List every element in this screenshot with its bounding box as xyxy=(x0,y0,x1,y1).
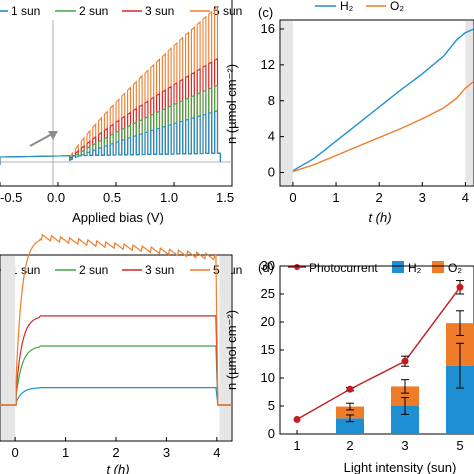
a-legend-5sun: 5 sun xyxy=(213,4,242,18)
c-dark-region xyxy=(465,21,473,185)
c-xtick-label: 1 xyxy=(332,190,339,205)
d-photocurrent-point xyxy=(401,357,409,365)
a-legend-3sun: 3 sun xyxy=(145,4,174,18)
c-xtick-label: 4 xyxy=(462,190,469,205)
d-photocurrent-path xyxy=(296,286,461,421)
a-xtick-label: 1.0 xyxy=(160,190,178,205)
b-xtick-label: 4 xyxy=(213,445,220,460)
b-legend-3sun: 3 sun xyxy=(145,263,174,277)
d-ytick-label: 25 xyxy=(261,286,275,301)
c-xlabel: t (h) xyxy=(368,210,391,225)
panel-b: 1 sun 2 sun 3 sun 5 sun 0 1 2 3 4 t (h) xyxy=(0,233,242,474)
d-photocurrent-point xyxy=(293,415,301,423)
b-legend-2sun: 2 sun xyxy=(79,263,108,277)
b-xtick-label: 1 xyxy=(62,445,69,460)
b-series-line-3sun xyxy=(0,315,232,406)
a-series xyxy=(0,5,221,165)
d-photocurrent-point xyxy=(456,283,464,291)
c-axes-frame xyxy=(279,19,474,187)
c-ytick-label: 12 xyxy=(261,57,275,72)
b-series-line-1sun xyxy=(0,387,232,406)
c-xtick-label: 2 xyxy=(376,190,383,205)
a-series-line-1sun xyxy=(0,110,221,165)
d-photocurrent-line xyxy=(293,280,464,423)
d-xtick-label: 5 xyxy=(456,438,463,453)
c-shading xyxy=(281,21,473,185)
a-arrow-shaft xyxy=(29,133,53,147)
b-ticks: 0 1 2 3 4 xyxy=(12,437,220,460)
b-series xyxy=(0,233,232,406)
d-photocurrent-point xyxy=(346,385,354,393)
b-xtick-label: 0 xyxy=(12,445,19,460)
a-xlabel: Applied bias (V) xyxy=(72,210,164,225)
c-legend-o2: O₂ xyxy=(390,0,404,13)
c-ytick-label: 16 xyxy=(261,21,275,36)
d-bars xyxy=(336,310,474,434)
d-panel-label: (d) xyxy=(258,260,274,275)
c-ylabel: n (µmol cm⁻²) xyxy=(224,64,239,144)
d-bar-o2 xyxy=(336,406,364,419)
a-ticks xyxy=(0,182,233,186)
d-legend-swatch-o2 xyxy=(432,261,444,273)
d-ytick-label: 20 xyxy=(261,314,275,329)
b-xlabel: t (h) xyxy=(106,462,129,474)
panel-a: -0.5 0.0 0.5 1.0 1.5 Applied bias (V) 1 … xyxy=(0,0,242,225)
c-xtick-label: 3 xyxy=(419,190,426,205)
c-xtick-label: 0 xyxy=(289,190,296,205)
b-legend-1sun: 1 sun xyxy=(11,263,40,277)
d-axes-frame xyxy=(279,265,474,435)
d-xlabel: Light intensity (sun) xyxy=(344,460,457,474)
b-legend: 1 sun 2 sun 3 sun 5 sun xyxy=(0,263,242,277)
b-series-line-2sun xyxy=(0,345,232,406)
d-xtick-label: 1 xyxy=(293,438,300,453)
b-shading xyxy=(1,256,231,440)
c-legend-h2: H₂ xyxy=(340,0,354,13)
d-xtick-label: 2 xyxy=(346,438,353,453)
c-series xyxy=(292,28,474,173)
c-legend: H₂ O₂ xyxy=(315,0,404,13)
a-xtick-label: 0.5 xyxy=(103,190,121,205)
c-ytick-label: 0 xyxy=(268,165,275,180)
b-xtick-label: 3 xyxy=(163,445,170,460)
d-legend: Photocurrent H₂ O₂ xyxy=(288,261,462,275)
d-bar-o2 xyxy=(391,386,419,406)
d-ytick-label: 10 xyxy=(261,370,275,385)
d-legend-o2: O₂ xyxy=(448,261,462,275)
d-xtick-label: 3 xyxy=(401,438,408,453)
b-dark-region xyxy=(219,256,231,440)
a-arrow xyxy=(29,131,58,147)
a-arrow-head xyxy=(48,131,58,140)
d-ytick-label: 30 xyxy=(261,258,275,273)
a-legend-1sun: 1 sun xyxy=(11,4,40,18)
a-legend: 1 sun 2 sun 3 sun 5 sun xyxy=(0,4,242,18)
a-series-line-2sun xyxy=(0,84,221,165)
c-series-line-o2 xyxy=(292,80,474,173)
c-dark-region xyxy=(281,21,293,185)
a-xtick-label: 1.5 xyxy=(216,190,234,205)
b-series-line-5sun xyxy=(0,233,232,406)
c-series-line-h2 xyxy=(292,28,474,172)
b-dark-region xyxy=(1,256,16,440)
d-ylabel: n (µmol cm⁻²) xyxy=(224,310,239,390)
c-ytick-label: 8 xyxy=(268,93,275,108)
d-legend-h2: H₂ xyxy=(408,261,422,275)
d-legend-photocurrent: Photocurrent xyxy=(309,261,378,275)
a-legend-2sun: 2 sun xyxy=(79,4,108,18)
d-ytick-label: 0 xyxy=(268,426,275,441)
a-xtick-label: 0.0 xyxy=(47,190,65,205)
d-ytick-label: 15 xyxy=(261,342,275,357)
d-bar-h2 xyxy=(336,418,364,434)
c-panel-label: (c) xyxy=(258,5,273,20)
b-xtick-label: 2 xyxy=(112,445,119,460)
d-legend-swatch-photocurrent-dot xyxy=(294,264,300,270)
c-ytick-label: 4 xyxy=(268,129,275,144)
a-xtick-label: -0.5 xyxy=(0,190,22,205)
d-legend-swatch-h2 xyxy=(392,261,404,273)
d-ytick-label: 5 xyxy=(268,398,275,413)
